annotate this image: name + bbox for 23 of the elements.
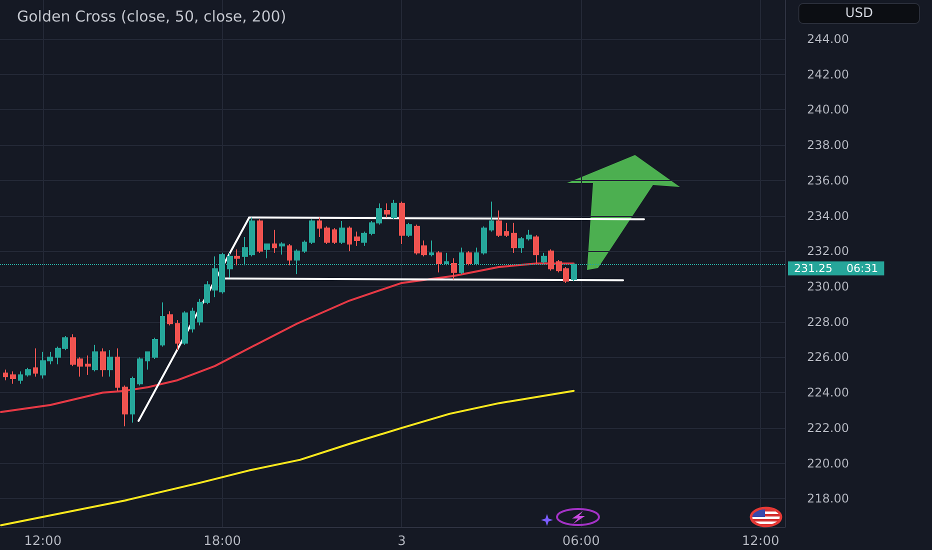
x-tick-label: 18:00: [204, 534, 242, 549]
y-tick-label: 220.00: [807, 456, 849, 470]
y-tick-label: 222.00: [807, 420, 849, 435]
ref-line-label: 231.25: [794, 262, 832, 275]
x-tick-label: 06:00: [562, 534, 600, 549]
y-tick-label: 232.00: [807, 244, 849, 258]
y-tick-label: 230.00: [807, 279, 849, 294]
y-tick-label: 226.00: [807, 350, 849, 364]
y-tick-label: 224.00: [807, 386, 849, 400]
text: Golden Cross (close, 50, close, 200): [17, 8, 286, 26]
y-tick-label: 218.00: [807, 492, 849, 506]
y-tick-label: 242.00: [807, 67, 849, 82]
y-tick-label: 244.00: [807, 32, 849, 46]
y-tick-label: 236.00: [807, 173, 849, 188]
y-tick-label: 234.00: [807, 208, 849, 223]
y-axis-title: USD: [845, 6, 874, 21]
text: 06:31: [846, 262, 878, 275]
x-tick-label: 12:00: [24, 534, 62, 549]
x-tick-label: 12:00: [742, 534, 780, 549]
y-tick-label: 228.00: [807, 314, 849, 329]
y-tick-label: 240.00: [807, 102, 849, 117]
x-tick-label: 3: [398, 534, 406, 549]
y-tick-label: 238.00: [807, 138, 849, 152]
